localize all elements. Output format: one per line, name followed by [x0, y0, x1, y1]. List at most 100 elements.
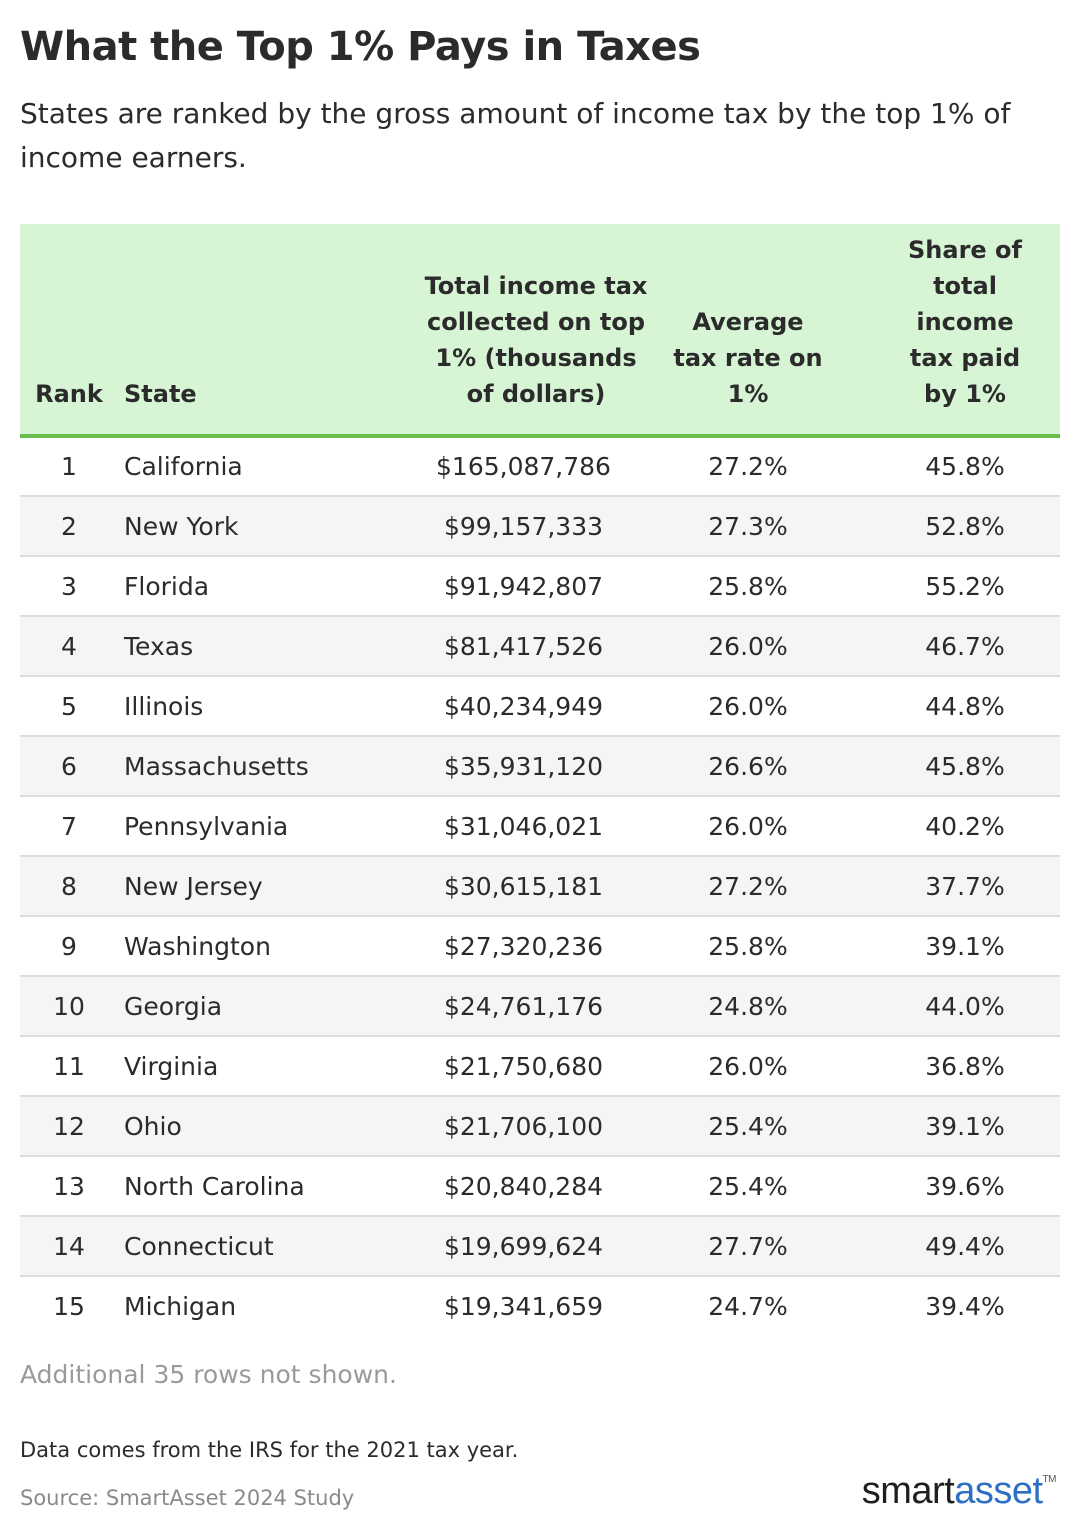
column-header-total-tax: Total income tax collected on top 1% (th…	[421, 224, 647, 438]
table-row: 8 New Jersey $30,615,181 27.2% 37.7%	[20, 856, 1060, 917]
table-row: 6 Massachusetts $35,931,120 26.6% 45.8%	[20, 736, 1060, 797]
rank-cell: 15	[53, 1292, 85, 1321]
rank-cell: 8	[20, 856, 118, 917]
state-cell: Massachusetts	[118, 736, 421, 797]
avg-rate-cell: 27.3%	[626, 496, 870, 557]
avg-rate-cell: 24.7%	[708, 1292, 788, 1321]
column-header-label: Share of total income tax paid by 1%	[908, 236, 1022, 408]
total-tax-cell: $19,699,624	[421, 1216, 626, 1277]
share-cell: 44.0%	[870, 976, 1060, 1037]
rank-cell: 1	[20, 436, 118, 497]
rank-cell: 2	[20, 496, 118, 557]
share-cell: 44.8%	[870, 676, 1060, 737]
state-cell: Texas	[118, 616, 421, 677]
state-cell: Georgia	[118, 976, 421, 1037]
share-cell: 39.1%	[870, 916, 1060, 977]
avg-rate-cell: 27.2%	[626, 436, 870, 497]
table-row: 7 Pennsylvania $31,046,021 26.0% 40.2%	[20, 796, 1060, 857]
total-tax-cell: $165,087,786	[421, 436, 626, 497]
avg-rate-cell: 27.2%	[626, 856, 870, 917]
rank-cell: 11	[20, 1036, 118, 1097]
smartasset-logo: smartassetTM	[861, 1470, 1057, 1513]
share-cell: 39.6%	[870, 1156, 1060, 1217]
total-tax-cell: $27,320,236	[421, 916, 626, 977]
total-tax-cell: $21,706,100	[421, 1096, 626, 1157]
avg-rate-cell: 26.0%	[626, 676, 870, 737]
avg-rate-cell: 25.4%	[626, 1096, 870, 1157]
rank-cell: 12	[20, 1096, 118, 1157]
chart-subtitle: States are ranked by the gross amount of…	[20, 97, 1011, 174]
state-cell: Connecticut	[118, 1216, 421, 1277]
column-header-avg-rate: Average tax rate on 1%	[626, 224, 870, 438]
table-row: 14 Connecticut $19,699,624 27.7% 49.4%	[20, 1216, 1060, 1277]
rank-cell: 3	[20, 556, 118, 617]
table-row: 2 New York $99,157,333 27.3% 52.8%	[20, 496, 1060, 557]
share-cell: 40.2%	[870, 796, 1060, 857]
table-row: 1 California $165,087,786 27.2% 45.8%	[20, 436, 1060, 497]
total-tax-cell: $19,341,659	[443, 1292, 604, 1321]
column-header-share: Share of total income tax paid by 1%	[870, 224, 1060, 438]
rank-cell: 4	[20, 616, 118, 677]
avg-rate-cell: 26.0%	[626, 616, 870, 677]
total-tax-cell: $20,840,284	[421, 1156, 626, 1217]
state-cell: Michigan	[124, 1292, 237, 1321]
share-cell: 36.8%	[870, 1036, 1060, 1097]
table-row: 3 Florida $91,942,807 25.8% 55.2%	[20, 556, 1060, 617]
logo-part-asset: asset	[954, 1470, 1043, 1512]
table-row: 9 Washington $27,320,236 25.8% 39.1%	[20, 916, 1060, 977]
avg-rate-cell: 26.0%	[626, 796, 870, 857]
state-cell: New Jersey	[118, 856, 421, 917]
column-header-label: State	[124, 380, 197, 408]
total-tax-cell: $35,931,120	[421, 736, 626, 797]
column-header-label: Total income tax collected on top 1% (th…	[424, 272, 648, 408]
table-row: 15 Michigan $19,341,659 24.7% 39.4%	[20, 1276, 1060, 1336]
column-header-state: State	[118, 224, 421, 438]
total-tax-cell: $99,157,333	[421, 496, 626, 557]
rank-cell: 7	[20, 796, 118, 857]
state-cell: Pennsylvania	[118, 796, 421, 857]
total-tax-cell: $21,750,680	[421, 1036, 626, 1097]
avg-rate-cell: 27.7%	[626, 1216, 870, 1277]
total-tax-cell: $40,234,949	[421, 676, 626, 737]
share-cell: 45.8%	[870, 736, 1060, 797]
column-header-label: Average tax rate on 1%	[673, 308, 823, 408]
table-row: 13 North Carolina $20,840,284 25.4% 39.6%	[20, 1156, 1060, 1217]
table-row: 5 Illinois $40,234,949 26.0% 44.8%	[20, 676, 1060, 737]
table-header-row: Rank State Total income tax collected on…	[20, 224, 1060, 438]
state-cell: Illinois	[118, 676, 421, 737]
rank-cell: 5	[20, 676, 118, 737]
state-cell: California	[118, 436, 421, 497]
rank-cell: 9	[20, 916, 118, 977]
total-tax-cell: $31,046,021	[421, 796, 626, 857]
rank-cell: 6	[20, 736, 118, 797]
state-cell: Florida	[118, 556, 421, 617]
table-body: 1 California $165,087,786 27.2% 45.8% 2 New Yo…	[20, 436, 1060, 1336]
column-header-rank: Rank	[20, 224, 118, 438]
rank-cell: 10	[20, 976, 118, 1037]
rows-not-shown-note: Additional 35 rows not shown.	[20, 1360, 397, 1389]
table-row: 10 Georgia $24,761,176 24.8% 44.0%	[20, 976, 1060, 1037]
avg-rate-cell: 26.0%	[626, 1036, 870, 1097]
logo-part-smart: smart	[861, 1470, 955, 1512]
total-tax-cell: $91,942,807	[421, 556, 626, 617]
state-cell: Washington	[118, 916, 421, 977]
chart-title: What the Top 1% Pays in Taxes	[20, 24, 701, 70]
total-tax-cell: $81,417,526	[421, 616, 626, 677]
data-table-container: Rank State Total income tax collected on…	[20, 224, 1060, 1336]
share-cell: 46.7%	[870, 616, 1060, 677]
share-cell: 52.8%	[870, 496, 1060, 557]
source-credit: Source: SmartAsset 2024 Study	[20, 1486, 355, 1510]
avg-rate-cell: 25.8%	[626, 556, 870, 617]
state-cell: New York	[118, 496, 421, 557]
column-header-label: Rank	[35, 380, 103, 408]
table-row: 12 Ohio $21,706,100 25.4% 39.1%	[20, 1096, 1060, 1157]
state-cell: North Carolina	[118, 1156, 421, 1217]
table-row: 11 Virginia $21,750,680 26.0% 36.8%	[20, 1036, 1060, 1097]
state-cell: Ohio	[118, 1096, 421, 1157]
logo-trademark: TM	[1042, 1474, 1057, 1485]
table-row: 4 Texas $81,417,526 26.0% 46.7%	[20, 616, 1060, 677]
avg-rate-cell: 25.4%	[626, 1156, 870, 1217]
share-cell: 37.7%	[870, 856, 1060, 917]
data-table: Rank State Total income tax collected on…	[20, 224, 1060, 1336]
share-cell: 39.4%	[925, 1292, 1005, 1321]
